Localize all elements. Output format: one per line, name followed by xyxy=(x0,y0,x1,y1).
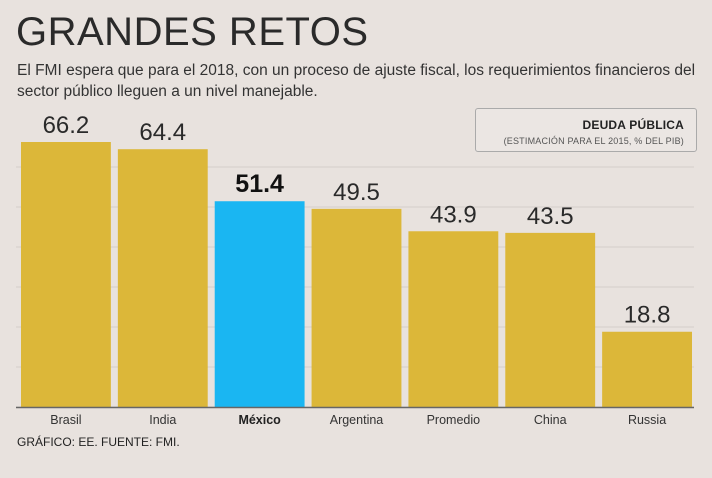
category-label: India xyxy=(149,413,176,427)
category-label: China xyxy=(534,413,567,427)
bar-value-label: 51.4 xyxy=(235,170,284,198)
category-label: Russia xyxy=(628,413,666,427)
bar-value-label: 66.2 xyxy=(43,112,90,139)
category-label: Argentina xyxy=(330,413,384,427)
chart-title: GRANDES RETOS xyxy=(16,10,369,54)
bar-1 xyxy=(21,142,111,407)
bar-value-label: 64.4 xyxy=(139,119,186,146)
bar-5 xyxy=(408,231,499,407)
bar-value-label: 49.5 xyxy=(333,179,380,206)
bar-3 xyxy=(214,201,305,407)
bar-2 xyxy=(117,149,208,407)
category-label: Promedio xyxy=(427,413,481,427)
chart-subtitle: El FMI espera que para el 2018, con un p… xyxy=(17,62,696,100)
bar-6 xyxy=(505,232,596,407)
bar-4 xyxy=(311,208,402,407)
category-label: México xyxy=(238,413,281,427)
legend-title: DEUDA PÚBLICA xyxy=(582,118,684,132)
bar-value-label: 18.8 xyxy=(624,302,671,329)
bar-value-label: 43.9 xyxy=(430,201,477,228)
source-note: GRÁFICO: EE. FUENTE: FMI. xyxy=(17,435,180,449)
bar-7 xyxy=(602,331,692,407)
legend-subtitle: (ESTIMACIÓN PARA EL 2015, % DEL PIB) xyxy=(503,136,684,146)
bar-value-label: 43.5 xyxy=(527,203,574,230)
legend-box: DEUDA PÚBLICA (ESTIMACIÓN PARA EL 2015, … xyxy=(475,108,697,152)
category-label: Brasil xyxy=(50,413,81,427)
